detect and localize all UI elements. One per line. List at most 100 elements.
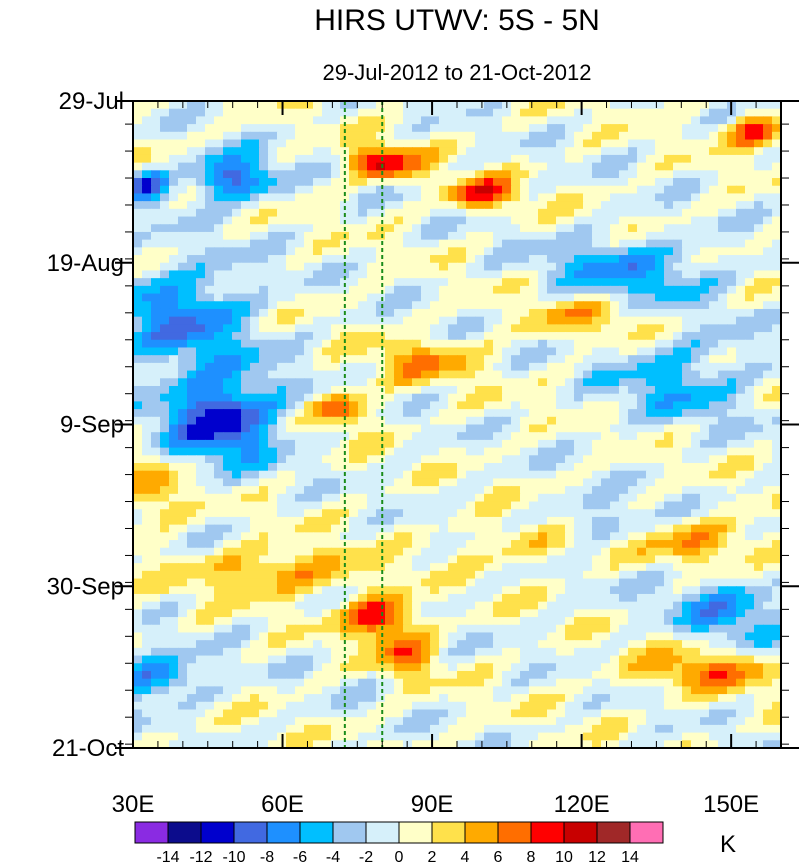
- heatmap-cell: [277, 355, 287, 364]
- heatmap-cell: [133, 378, 143, 387]
- heatmap-cell: [538, 178, 548, 187]
- heatmap-cell: [394, 578, 404, 587]
- heatmap-cell: [151, 116, 161, 125]
- heatmap-cell: [304, 378, 314, 387]
- heatmap-cell: [214, 609, 224, 618]
- heatmap-cell: [691, 524, 701, 533]
- heatmap-cell: [493, 624, 503, 634]
- heatmap-cell: [457, 501, 467, 510]
- heatmap-cell: [637, 601, 647, 610]
- heatmap-cell: [718, 370, 728, 379]
- heatmap-cell: [376, 247, 386, 256]
- heatmap-cell: [592, 316, 602, 325]
- heatmap-cell: [394, 285, 404, 295]
- heatmap-cell: [574, 501, 584, 510]
- heatmap-cell: [376, 178, 386, 187]
- heatmap-cell: [295, 332, 305, 341]
- heatmap-cell: [754, 116, 764, 125]
- heatmap-cell: [295, 547, 305, 557]
- heatmap-cell: [592, 116, 602, 125]
- heatmap-cell: [466, 285, 476, 295]
- heatmap-cell: [421, 593, 431, 603]
- heatmap-cell: [574, 201, 584, 210]
- heatmap-cell: [700, 424, 710, 433]
- heatmap-cell: [520, 439, 530, 449]
- heatmap-cell: [592, 370, 602, 379]
- heatmap-cell: [754, 285, 764, 295]
- heatmap-cell: [295, 139, 305, 148]
- heatmap-cell: [169, 416, 179, 426]
- heatmap-cell: [187, 632, 197, 641]
- heatmap-cell: [718, 101, 728, 110]
- heatmap-cell: [745, 332, 755, 341]
- heatmap-cell: [358, 455, 368, 464]
- heatmap-cell: [457, 385, 467, 395]
- heatmap-cell: [367, 308, 377, 318]
- heatmap-cell: [736, 524, 746, 533]
- heatmap-cell: [763, 593, 773, 603]
- heatmap-cell: [403, 385, 413, 395]
- heatmap-cell: [565, 224, 575, 233]
- heatmap-cell: [178, 563, 188, 572]
- heatmap-cell: [664, 216, 674, 225]
- heatmap-cell: [358, 524, 368, 533]
- heatmap-cell: [745, 547, 755, 557]
- heatmap-cell: [547, 255, 557, 264]
- heatmap-cell: [394, 601, 404, 610]
- heatmap-cell: [385, 162, 395, 171]
- heatmap-cell: [250, 108, 260, 117]
- heatmap-cell: [619, 524, 629, 533]
- heatmap-cell: [169, 478, 179, 487]
- heatmap-cell: [583, 401, 593, 410]
- heatmap-cell: [700, 247, 710, 256]
- heatmap-cell: [709, 385, 719, 395]
- heatmap-cell: [259, 224, 269, 233]
- heatmap-cell: [142, 563, 152, 572]
- heatmap-cell: [619, 170, 629, 179]
- heatmap-cell: [205, 463, 215, 472]
- heatmap-cell: [574, 532, 584, 541]
- heatmap-cell: [421, 570, 431, 580]
- heatmap-cell: [412, 478, 422, 487]
- heatmap-cell: [223, 378, 233, 387]
- heatmap-cell: [331, 455, 341, 464]
- heatmap-cell: [493, 339, 503, 349]
- heatmap-cell: [538, 540, 548, 549]
- heatmap-cell: [466, 555, 476, 564]
- heatmap-cell: [529, 124, 539, 133]
- heatmap-cell: [538, 101, 548, 110]
- heatmap-cell: [493, 432, 503, 441]
- heatmap-cell: [313, 609, 323, 618]
- heatmap-cell: [421, 532, 431, 541]
- heatmap-cell: [493, 601, 503, 610]
- heatmap-cell: [754, 262, 764, 272]
- heatmap-cell: [547, 293, 557, 302]
- heatmap-cell: [466, 208, 476, 218]
- heatmap-cell: [448, 524, 458, 533]
- heatmap-cell: [196, 463, 206, 472]
- heatmap-cell: [448, 586, 458, 595]
- heatmap-cell: [493, 516, 503, 526]
- heatmap-cell: [295, 424, 305, 433]
- heatmap-cell: [457, 270, 467, 279]
- heatmap-cell: [583, 332, 593, 341]
- heatmap-cell: [349, 154, 359, 164]
- heatmap-cell: [637, 378, 647, 387]
- heatmap-cell: [664, 278, 674, 287]
- heatmap-cell: [709, 416, 719, 426]
- heatmap-cell: [412, 201, 422, 210]
- heatmap-cell: [772, 178, 782, 187]
- heatmap-cell: [700, 131, 710, 141]
- heatmap-cell: [664, 101, 674, 110]
- heatmap-cell: [322, 486, 332, 495]
- heatmap-cell: [727, 578, 737, 587]
- heatmap-cell: [439, 578, 449, 587]
- heatmap-cell: [655, 555, 665, 564]
- heatmap-cell: [754, 524, 764, 533]
- heatmap-cell: [637, 270, 647, 279]
- heatmap-cell: [223, 401, 233, 410]
- heatmap-cell: [484, 201, 494, 210]
- heatmap-cell: [187, 308, 197, 318]
- heatmap-cell: [385, 193, 395, 202]
- heatmap-cell: [673, 139, 683, 148]
